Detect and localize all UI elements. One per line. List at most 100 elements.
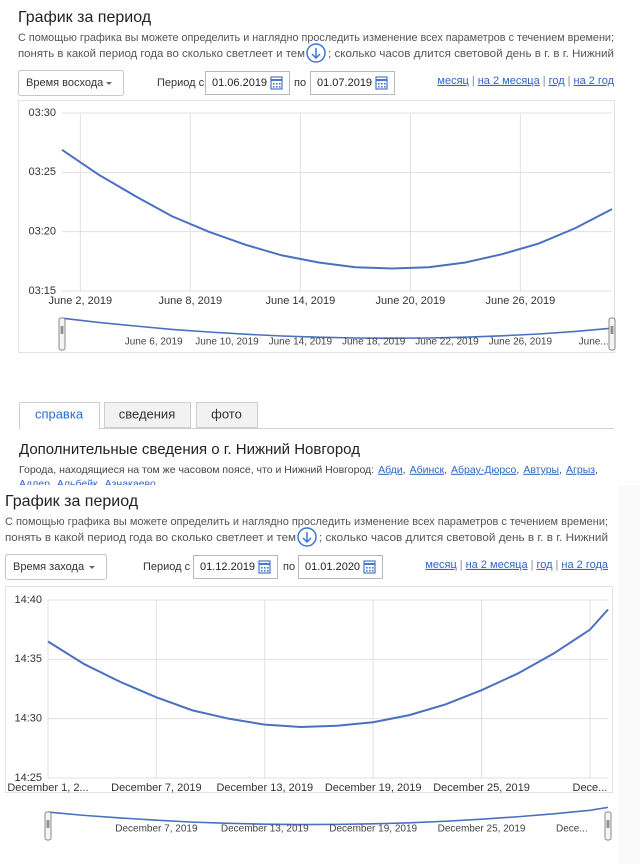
navigator-tick-label: June 10, 2019 xyxy=(195,337,259,348)
navigator-handle[interactable] xyxy=(608,317,616,351)
tab-active-gap xyxy=(20,427,99,430)
date-input[interactable] xyxy=(205,71,290,95)
link-separator: | xyxy=(568,75,571,87)
description: понять в какой период года во сколько св… xyxy=(18,48,305,60)
panel-title: График за период xyxy=(5,493,139,510)
scroll-down-arrow xyxy=(311,48,321,60)
description: ; сколько часов длится световой день в г… xyxy=(319,532,608,544)
link-separator: | xyxy=(531,559,534,571)
calendar-icon-cell xyxy=(273,86,275,88)
city-link[interactable]: Агрыз xyxy=(566,464,595,476)
calendar-icon-cell xyxy=(381,86,383,88)
navigator-tick-label: Dece... xyxy=(556,824,588,835)
x-tick-label: December 25, 2019 xyxy=(433,782,530,794)
link-separator: | xyxy=(543,75,546,87)
tab[interactable] xyxy=(196,402,258,428)
parameter-select-value: Время захода xyxy=(13,561,85,573)
tab-label: сведения xyxy=(119,406,176,421)
navigator-handle[interactable] xyxy=(604,811,612,841)
date-input-value: 01.07.2019 xyxy=(317,77,372,89)
calendar-icon-cell xyxy=(369,570,371,572)
calendar-icon-cell xyxy=(264,570,266,572)
y-tick-label: 14:30 xyxy=(14,713,42,725)
range-link[interactable]: месяц xyxy=(437,75,469,87)
range-link[interactable]: на 2 год xyxy=(574,75,615,87)
city-separator: , xyxy=(559,464,562,476)
navigator-tick-label: June 18, 2019 xyxy=(342,337,406,348)
calendar-icon-cell xyxy=(372,567,374,569)
chart-frame xyxy=(18,100,615,353)
description: понять в какой период года во сколько св… xyxy=(5,532,296,544)
y-tick-label: 03:25 xyxy=(28,166,56,178)
description: С помощью графика вы можете определить и… xyxy=(5,516,608,528)
x-tick-label: June 26, 2019 xyxy=(485,295,555,307)
city-separator: , xyxy=(50,478,53,490)
navigator-tick-label: December 13, 2019 xyxy=(221,824,309,835)
y-tick-label: 03:20 xyxy=(28,226,56,238)
navigator-tick-label: June 22, 2019 xyxy=(415,337,479,348)
x-tick-label: June 20, 2019 xyxy=(375,295,445,307)
date-input[interactable] xyxy=(298,555,383,579)
date-input[interactable] xyxy=(310,71,395,95)
calendar-icon-cell xyxy=(381,83,383,85)
calendar-icon-cell xyxy=(369,567,371,569)
range-link[interactable]: на 2 месяца xyxy=(466,559,529,571)
city-separator: , xyxy=(403,464,406,476)
calendar-icon-cell xyxy=(384,83,386,85)
calendar-icon-cell xyxy=(273,83,275,85)
date-input-value: 01.12.2019 xyxy=(200,561,255,573)
range-link[interactable]: на 2 месяца xyxy=(478,75,541,87)
range-links: месяц | на 2 месяца | год | на 2 года xyxy=(425,559,609,571)
y-tick-label: 03:30 xyxy=(28,107,56,119)
select-arrow xyxy=(89,566,95,569)
date-input[interactable] xyxy=(193,555,278,579)
calendar-icon-cell xyxy=(261,570,263,572)
city-separator: , xyxy=(444,464,447,476)
parameter-select[interactable] xyxy=(18,70,124,96)
calendar-icon-cell xyxy=(378,83,380,85)
city-separator: , xyxy=(98,478,101,490)
range-link[interactable]: на 2 года xyxy=(561,559,608,571)
calendar-icon-cell xyxy=(279,86,281,88)
calendar-icon-cell xyxy=(261,567,263,569)
tab-label: справка xyxy=(35,406,84,421)
info-heading: Дополнительные сведения о г. Нижний Новг… xyxy=(19,441,360,458)
city-link[interactable]: Автуры xyxy=(523,464,559,476)
tab[interactable] xyxy=(104,402,191,428)
calendar-icon-cell xyxy=(372,570,374,572)
y-tick-label: 14:40 xyxy=(14,594,42,606)
panel-title: График за период xyxy=(18,9,152,26)
navigator-handle[interactable] xyxy=(44,811,52,841)
city-link[interactable]: Абди xyxy=(378,464,403,476)
select-arrow xyxy=(106,82,112,85)
date-input-value: 01.01.2020 xyxy=(305,561,360,573)
calendar-icon-cell xyxy=(267,570,269,572)
city-link[interactable]: Абрау-Дюрсо xyxy=(451,464,517,476)
range-link[interactable]: год xyxy=(536,559,553,571)
parameter-select[interactable] xyxy=(5,554,107,580)
period-to-label: по xyxy=(294,77,306,89)
y-tick-label: 14:35 xyxy=(14,653,42,665)
navigator-tick-label: December 19, 2019 xyxy=(329,824,417,835)
range-link[interactable]: месяц xyxy=(425,559,457,571)
tabs: справка сведения фото xyxy=(19,402,614,430)
navigator-tick-label: December 25, 2019 xyxy=(438,824,526,835)
tab-label: фото xyxy=(211,406,242,421)
city-link[interactable]: Абинск xyxy=(410,464,445,476)
range-links: месяц | на 2 месяца | год | на 2 год xyxy=(437,75,614,87)
calendar-icon-cell xyxy=(276,83,278,85)
x-tick-label: June 8, 2019 xyxy=(159,295,223,307)
x-tick-label: Dece... xyxy=(573,782,608,794)
navigator-handle[interactable] xyxy=(58,317,66,351)
period-to-label: по xyxy=(283,561,295,573)
city-separator: , xyxy=(516,464,519,476)
y-tick-label: 03:15 xyxy=(28,285,56,297)
x-tick-label: December 13, 2019 xyxy=(216,782,313,794)
info-text: Города, находящиеся на том же часовом по… xyxy=(19,464,374,476)
link-separator: | xyxy=(460,559,463,571)
range-link[interactable]: год xyxy=(549,75,566,87)
city-separator: , xyxy=(595,464,598,476)
calendar-icon-cell xyxy=(384,86,386,88)
